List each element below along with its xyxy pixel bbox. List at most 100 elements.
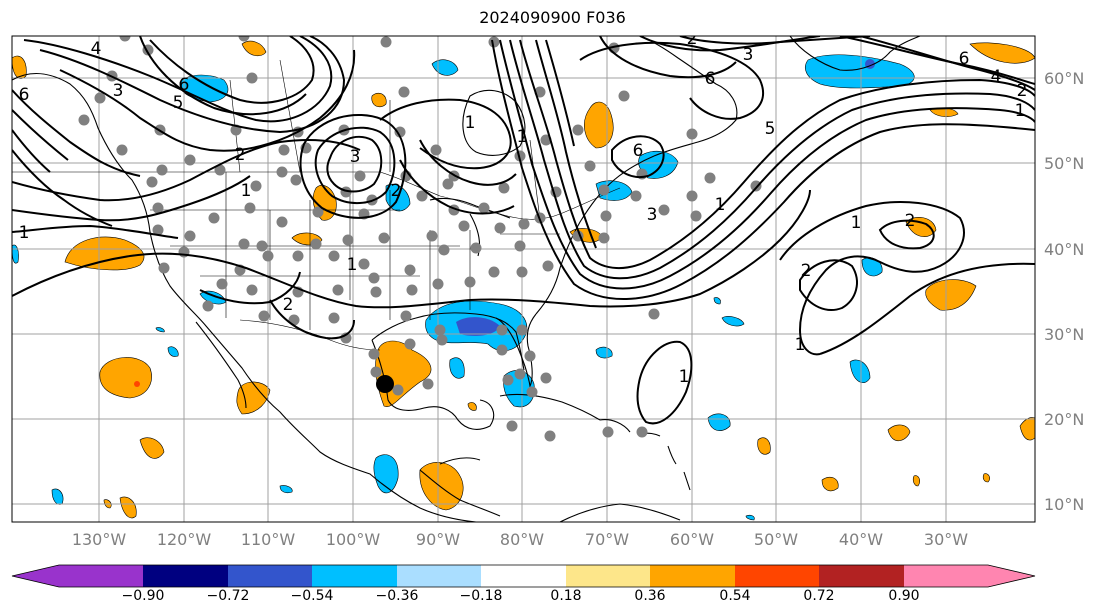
station-dot xyxy=(398,86,410,98)
contour-label: 2 xyxy=(1017,81,1028,101)
colorbar-segment xyxy=(650,565,735,587)
station-dot xyxy=(238,36,250,42)
contour-label: 4 xyxy=(91,39,102,59)
contour-label: 1 xyxy=(1015,101,1026,121)
station-dot xyxy=(244,202,256,214)
station-dot xyxy=(690,210,702,222)
contour-label: 1 xyxy=(19,223,30,243)
station-dot xyxy=(516,266,528,278)
contour-label: 6 xyxy=(705,69,716,89)
station-dot xyxy=(750,180,762,192)
station-dot xyxy=(214,164,226,176)
station-dot xyxy=(572,124,584,136)
colorbar-tick-label: 0.72 xyxy=(803,588,834,604)
station-dot xyxy=(358,258,370,270)
lon-label: 50°W xyxy=(754,530,798,549)
station-dot xyxy=(436,334,448,346)
colorbar-segment xyxy=(312,565,397,587)
station-dot xyxy=(502,374,514,386)
contour-label: 5 xyxy=(765,119,776,139)
station-dot xyxy=(262,250,274,262)
station-dot xyxy=(658,204,670,216)
contour-label: 3 xyxy=(743,45,754,65)
station-dot xyxy=(478,202,490,214)
colorbar-tick-label: 0.18 xyxy=(550,588,581,604)
station-dot xyxy=(404,264,416,276)
station-dot xyxy=(416,190,428,202)
station-dot xyxy=(354,170,366,182)
colorbar-segment xyxy=(228,565,312,587)
station-dot xyxy=(238,238,250,250)
station-dot xyxy=(406,284,418,296)
station-dot xyxy=(276,166,288,178)
station-dot xyxy=(496,344,508,356)
contour-labels: 4 6 3 5 6 1 1 2 3 2 1 2 1 1 2 3 6 6 4 2 … xyxy=(19,36,1028,387)
contour-label: 2 xyxy=(391,181,402,201)
lat-label: 50°N xyxy=(1044,154,1084,173)
station-dot xyxy=(78,114,90,126)
colorbar-tick-label: −0.54 xyxy=(291,588,334,604)
station-dot xyxy=(310,238,322,250)
station-dot xyxy=(518,218,530,230)
station-dot xyxy=(332,284,344,296)
station-dot xyxy=(404,338,416,350)
colorbar-segment xyxy=(481,565,566,587)
colorbar-tick-label: 0.90 xyxy=(888,588,919,604)
contour-label: 6 xyxy=(959,49,970,69)
station-dot xyxy=(636,426,648,438)
station-dot xyxy=(524,350,536,362)
lon-label: 90°W xyxy=(416,530,460,549)
colorbar-segment xyxy=(397,565,481,587)
station-dot xyxy=(432,278,444,290)
contour-label: 6 xyxy=(179,75,190,95)
station-dot xyxy=(392,384,404,396)
station-dot xyxy=(158,262,170,274)
station-dot xyxy=(152,202,164,214)
station-dot xyxy=(400,310,412,322)
station-dot xyxy=(600,210,612,222)
lat-label: 60°N xyxy=(1044,69,1084,88)
contour-lines xyxy=(12,36,1035,425)
station-dot xyxy=(598,184,610,196)
station-dot xyxy=(458,220,470,232)
station-dot xyxy=(184,230,196,242)
station-dot xyxy=(540,372,552,384)
lat-label: 30°N xyxy=(1044,325,1084,344)
station-dot xyxy=(152,224,164,236)
latitude-labels: 60°N 50°N 40°N 30°N 20°N 10°N xyxy=(1044,69,1084,514)
station-dot xyxy=(470,242,482,254)
contour-label: 1 xyxy=(679,367,690,387)
station-dot xyxy=(380,36,392,48)
colorbar-tick-labels: −0.90 −0.72 −0.54 −0.36 −0.18 0.18 0.36 … xyxy=(122,588,920,604)
contour-label: 3 xyxy=(350,147,361,167)
station-dot xyxy=(430,144,442,156)
station-dot xyxy=(544,430,556,442)
station-dot xyxy=(156,164,168,176)
lat-label: 40°N xyxy=(1044,240,1084,259)
station-dot xyxy=(488,36,500,48)
station-dot xyxy=(496,324,508,336)
station-dot xyxy=(276,216,288,228)
colorbar-tick-label: 0.36 xyxy=(634,588,665,604)
station-dot xyxy=(526,386,538,398)
lon-label: 100°W xyxy=(326,530,381,549)
station-dot xyxy=(584,160,596,172)
station-dot xyxy=(514,368,526,380)
station-dot xyxy=(442,178,454,190)
station-dot xyxy=(328,312,340,324)
colorbar-tick-label: −0.72 xyxy=(207,588,250,604)
colorbar-over-extension xyxy=(988,565,1035,587)
station-dot xyxy=(328,250,340,262)
station-dot xyxy=(184,154,196,166)
contour-label: 3 xyxy=(113,81,124,101)
station-dot xyxy=(250,180,262,192)
station-dot xyxy=(618,90,630,102)
contour-label: 2 xyxy=(235,145,246,165)
colorbar-segment xyxy=(735,565,819,587)
map-title: 2024090900 F036 xyxy=(479,8,626,27)
station-dot xyxy=(146,176,158,188)
contour-label: 6 xyxy=(633,141,644,161)
colorbar-segment xyxy=(59,565,143,587)
station-dot xyxy=(498,182,510,194)
